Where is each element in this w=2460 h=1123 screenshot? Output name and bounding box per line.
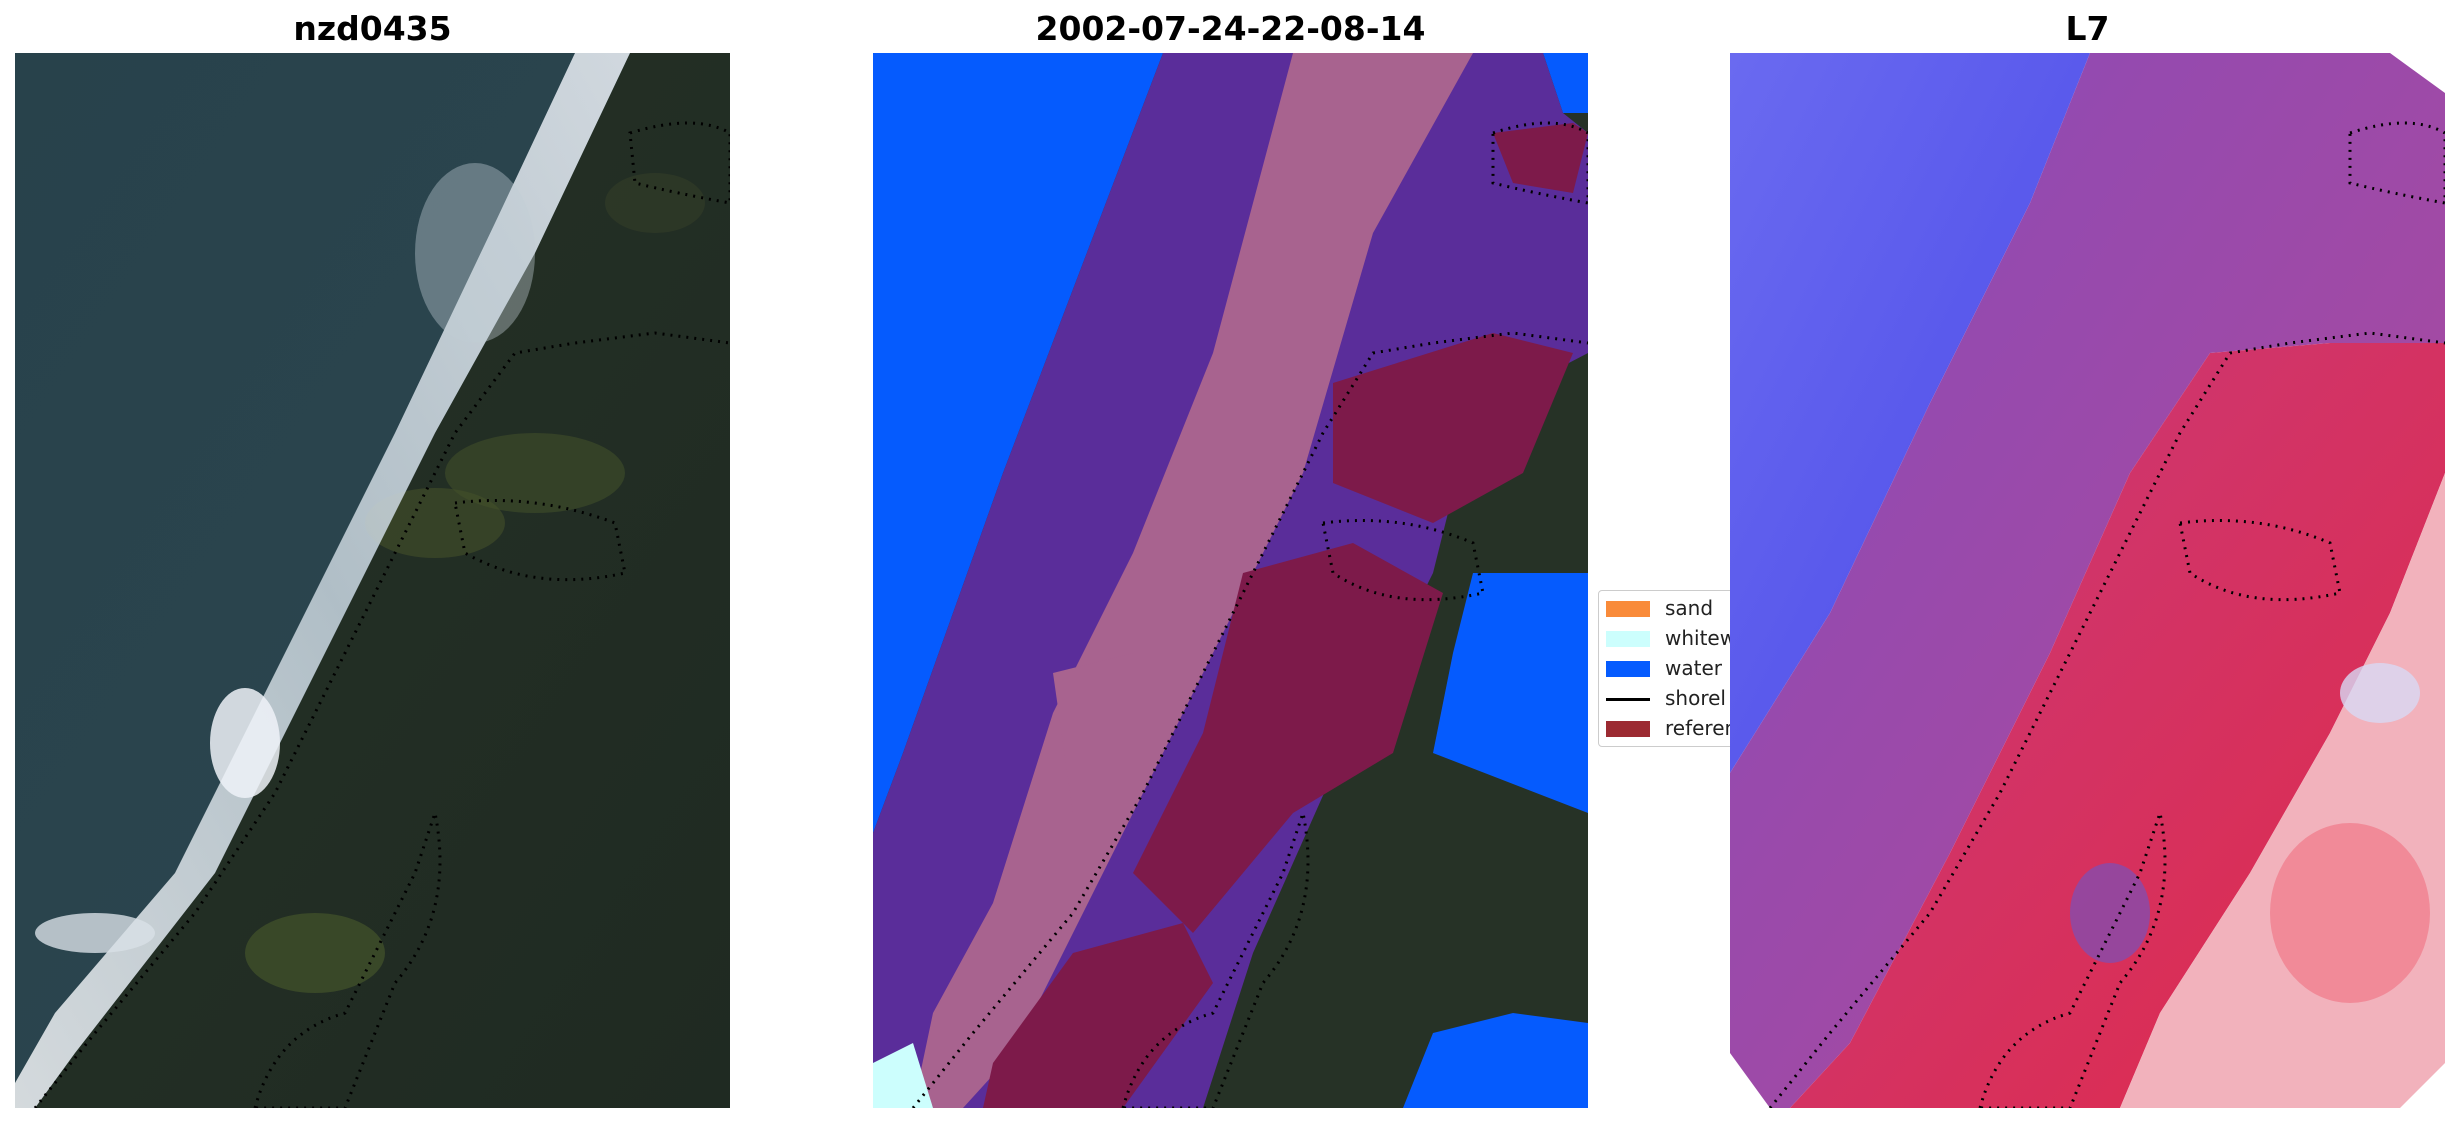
legend-swatch-water	[1606, 661, 1650, 677]
legend-label-water: water	[1665, 656, 1722, 680]
index-panel	[1730, 53, 2445, 1108]
legend-line-shoreline	[1606, 698, 1650, 701]
title-left-panel: nzd0435	[293, 9, 452, 48]
legend-label-sand: sand	[1665, 596, 1714, 620]
title-right-panel: L7	[2065, 9, 2110, 48]
legend-item-whitewater: whitew	[1599, 623, 1737, 653]
legend-label-reference: referen	[1665, 716, 1738, 740]
classification-panel	[873, 53, 1588, 1108]
legend-label-whitewater: whitew	[1665, 626, 1737, 650]
legend-swatch-sand	[1606, 601, 1650, 617]
legend-item-sand: sand	[1599, 593, 1737, 623]
legend-swatch-reference	[1606, 721, 1650, 737]
legend-label-shoreline: shorel	[1665, 686, 1726, 710]
legend-swatch-whitewater	[1606, 631, 1650, 647]
legend: sand whitew water shorel referen	[1598, 590, 1738, 747]
legend-item-reference: referen	[1599, 713, 1738, 743]
title-middle-panel: 2002-07-24-22-08-14	[1035, 9, 1426, 48]
legend-item-water: water	[1599, 653, 1737, 683]
rgb-image	[15, 53, 730, 1108]
rgb-image-panel	[15, 53, 730, 1108]
classification-image	[873, 53, 1588, 1108]
index-image	[1730, 53, 2445, 1108]
legend-item-shoreline: shorel	[1599, 683, 1737, 713]
